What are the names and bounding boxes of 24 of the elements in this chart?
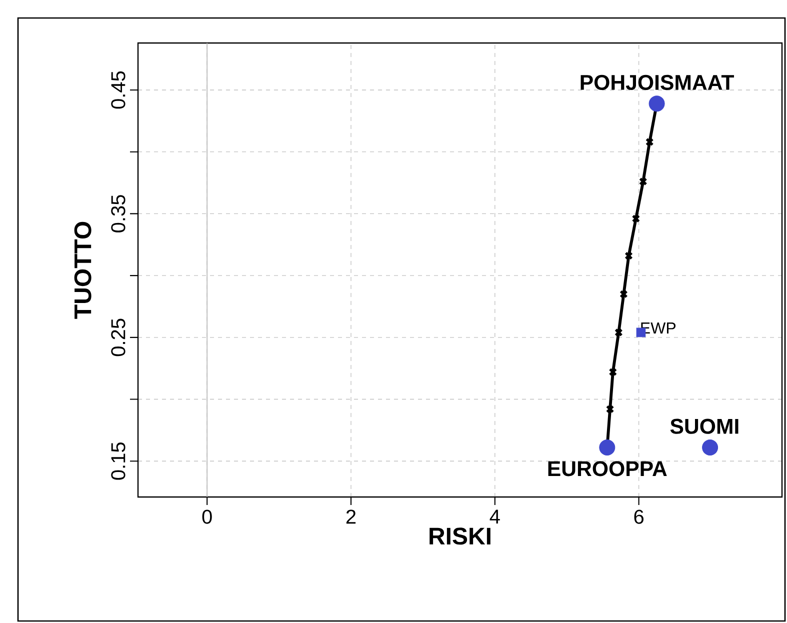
point [620, 290, 628, 298]
point [624, 252, 633, 260]
x-tick-label: 4 [490, 510, 500, 524]
point [702, 440, 718, 456]
point [648, 96, 665, 112]
point [599, 440, 616, 456]
point [608, 368, 618, 376]
annotation: POHJOISMAAT [580, 74, 734, 90]
annotation: SUOMI [670, 418, 738, 434]
annotation: EUROOPPA [548, 461, 667, 476]
point [614, 328, 623, 337]
point [606, 404, 614, 414]
y-tick-label: 0.45 [111, 71, 126, 109]
point [632, 214, 640, 223]
x-tick-label: 6 [634, 510, 644, 524]
y-axis-title: TUOTTO [74, 222, 92, 319]
y-tick-label: 0.25 [111, 318, 126, 356]
x-tick-label: 2 [346, 510, 356, 524]
x-tick-label: 0 [202, 510, 212, 524]
y-tick-label: 0.35 [111, 195, 126, 232]
point [638, 177, 648, 186]
point [645, 138, 654, 146]
y-tick-label: 0.15 [111, 442, 126, 480]
x-axis-title: RISKI [430, 528, 490, 545]
